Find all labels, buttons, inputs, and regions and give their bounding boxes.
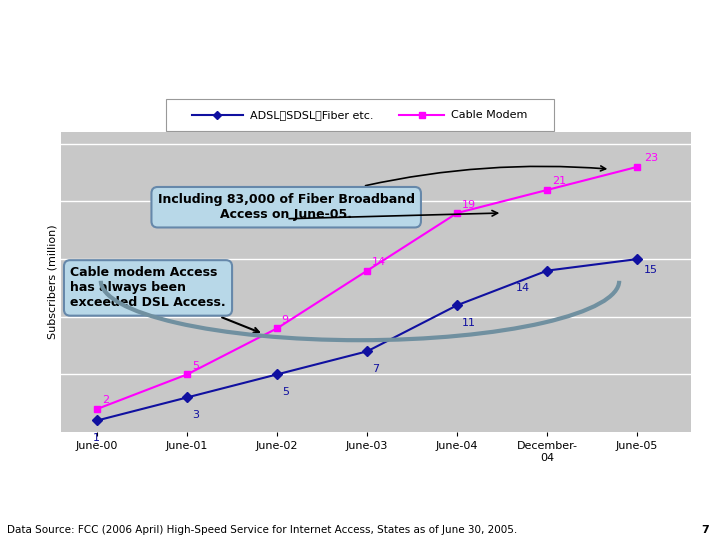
Text: ADSL，SDSL，Fiber etc.: ADSL，SDSL，Fiber etc. bbox=[250, 110, 374, 120]
Text: Cable Modem: Cable Modem bbox=[451, 110, 527, 120]
Text: 1: 1 bbox=[93, 433, 99, 443]
Text: 5: 5 bbox=[192, 361, 199, 371]
Text: 3: 3 bbox=[192, 410, 199, 420]
Text: 2: 2 bbox=[102, 395, 109, 406]
Text: 7: 7 bbox=[372, 364, 379, 374]
FancyBboxPatch shape bbox=[166, 99, 554, 131]
Text: Cf. Broadband Development in US: Cf. Broadband Development in US bbox=[11, 39, 542, 68]
Text: 11: 11 bbox=[462, 318, 476, 328]
Text: 14: 14 bbox=[516, 284, 530, 293]
Text: 5: 5 bbox=[282, 387, 289, 397]
Text: 7: 7 bbox=[701, 524, 709, 535]
Text: 15: 15 bbox=[644, 265, 657, 275]
Y-axis label: Subscribers (million): Subscribers (million) bbox=[47, 225, 57, 340]
Text: Data Source: FCC (2006 April) High-Speed Service for Internet Access, States as : Data Source: FCC (2006 April) High-Speed… bbox=[7, 524, 518, 535]
Text: Including 83,000 of Fiber Broadband
Access on June-05.: Including 83,000 of Fiber Broadband Acce… bbox=[158, 166, 606, 221]
Text: 21: 21 bbox=[552, 177, 566, 186]
Text: 23: 23 bbox=[644, 153, 659, 164]
Text: 14: 14 bbox=[372, 257, 386, 267]
Text: 19: 19 bbox=[462, 200, 476, 210]
Text: 9: 9 bbox=[282, 315, 289, 325]
Text: Cable modem Access
has always been
exceeded DSL Access.: Cable modem Access has always been excee… bbox=[70, 266, 259, 333]
